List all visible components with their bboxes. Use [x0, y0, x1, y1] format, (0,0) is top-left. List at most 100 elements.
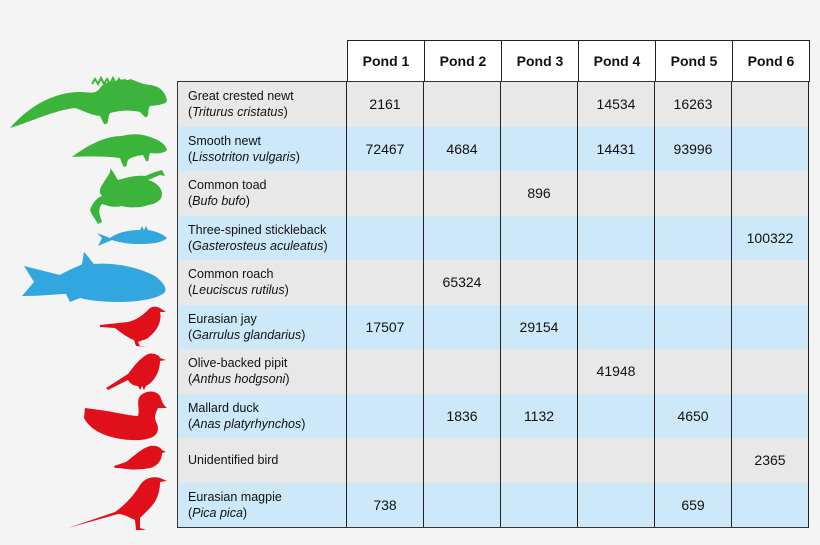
table-row: Smooth newt (Lissotriton vulgaris) 72467…: [178, 126, 809, 171]
value-cell: [578, 260, 655, 305]
common-name: Three-spined stickleback: [188, 222, 327, 237]
column-header-pond-1: Pond 1: [348, 41, 425, 82]
column-header-pond-5: Pond 5: [656, 41, 733, 82]
value-cell: [732, 260, 809, 305]
table-row: Common roach (Leuciscus rutilus) 65324: [178, 260, 809, 305]
value-cell: [501, 126, 578, 171]
table-row: Great crested newt (Triturus cristatus) …: [178, 82, 809, 127]
latin-name: (Leuciscus rutilus): [188, 283, 289, 298]
value-cell: [501, 482, 578, 527]
species-name-cell: Common toad (Bufo bufo): [178, 171, 347, 216]
common-name: Great crested newt: [188, 89, 294, 104]
value-cell: 16263: [655, 82, 732, 127]
value-cell: [424, 349, 501, 394]
bird-icon: [114, 445, 166, 470]
value-cell: [501, 215, 578, 260]
value-cell: [578, 393, 655, 438]
table-row: Olive-backed pipit (Anthus hodgsoni) 419…: [178, 349, 809, 394]
common-name: Common toad: [188, 178, 267, 193]
species-name-cell: Smooth newt (Lissotriton vulgaris): [178, 126, 347, 171]
table-row: Eurasian magpie (Pica pica) 738 659: [178, 482, 809, 527]
value-cell: [655, 260, 732, 305]
common-name: Eurasian jay: [188, 311, 257, 326]
common-name: Olive-backed pipit: [188, 356, 288, 371]
value-cell: [347, 349, 424, 394]
value-cell: [732, 126, 809, 171]
value-cell: [347, 215, 424, 260]
value-cell: [501, 349, 578, 394]
latin-name: (Bufo bufo): [188, 194, 250, 209]
value-cell: [347, 438, 424, 483]
table-row: Mallard duck (Anas platyrhynchos) 1836 1…: [178, 393, 809, 438]
species-name-cell: Great crested newt (Triturus cristatus): [178, 82, 347, 127]
table-row: Three-spined stickleback (Gasterosteus a…: [178, 215, 809, 260]
value-cell: [655, 304, 732, 349]
common-name: Common roach: [188, 267, 274, 282]
common-name: Unidentified bird: [188, 453, 279, 468]
duck-icon: [84, 391, 167, 441]
value-cell: 1132: [501, 393, 578, 438]
value-cell: 72467: [347, 126, 424, 171]
column-header-pond-3: Pond 3: [502, 41, 579, 82]
value-cell: 1836: [424, 393, 501, 438]
latin-name: (Anthus hodgsoni): [188, 372, 290, 387]
value-cell: [732, 82, 809, 127]
value-cell: 14431: [578, 126, 655, 171]
value-cell: [732, 304, 809, 349]
latin-name: (Anas platyrhynchos): [188, 416, 306, 431]
value-cell: 738: [347, 482, 424, 527]
species-name-cell: Eurasian jay (Garrulus glandarius): [178, 304, 347, 349]
value-cell: [578, 304, 655, 349]
species-silhouettes: [10, 75, 167, 530]
common-toad-icon: [90, 168, 165, 224]
value-cell: 41948: [578, 349, 655, 394]
value-cell: 4684: [424, 126, 501, 171]
value-cell: [347, 171, 424, 216]
value-cell: [424, 304, 501, 349]
value-cell: 2365: [732, 438, 809, 483]
value-cell: [732, 349, 809, 394]
value-cell: [347, 260, 424, 305]
species-name-cell: Unidentified bird: [178, 438, 347, 483]
value-cell: [578, 215, 655, 260]
magpie-icon: [68, 477, 167, 530]
table-row: Common toad (Bufo bufo) 896: [178, 171, 809, 216]
value-cell: [501, 260, 578, 305]
value-cell: [424, 171, 501, 216]
column-header-pond-6: Pond 6: [733, 41, 810, 82]
pipit-bird-icon: [106, 353, 166, 390]
value-cell: [424, 82, 501, 127]
roach-fish-icon: [22, 252, 166, 302]
value-cell: 65324: [424, 260, 501, 305]
common-name: Eurasian magpie: [188, 489, 282, 504]
latin-name: (Garrulus glandarius): [188, 327, 306, 342]
table-row: Unidentified bird 2365: [178, 438, 809, 483]
great-crested-newt-icon: [10, 75, 167, 128]
species-name-cell: Mallard duck (Anas platyrhynchos): [178, 393, 347, 438]
jay-bird-icon: [100, 306, 166, 347]
column-header-pond-2: Pond 2: [425, 41, 502, 82]
value-cell: [655, 215, 732, 260]
table-row: Eurasian jay (Garrulus glandarius) 17507…: [178, 304, 809, 349]
species-name-cell: Common roach (Leuciscus rutilus): [178, 260, 347, 305]
stickleback-icon: [97, 226, 167, 246]
value-cell: [424, 215, 501, 260]
value-cell: [732, 393, 809, 438]
value-cell: 4650: [655, 393, 732, 438]
pond-header-row: Pond 1 Pond 2 Pond 3 Pond 4 Pond 5 Pond …: [347, 40, 810, 82]
common-name: Mallard duck: [188, 400, 259, 415]
value-cell: [655, 438, 732, 483]
species-name-cell: Three-spined stickleback (Gasterosteus a…: [178, 215, 347, 260]
value-cell: 100322: [732, 215, 809, 260]
value-cell: [578, 438, 655, 483]
value-cell: 29154: [501, 304, 578, 349]
latin-name: (Gasterosteus aculeatus): [188, 238, 328, 253]
latin-name: (Pica pica): [188, 505, 248, 520]
species-name-cell: Olive-backed pipit (Anthus hodgsoni): [178, 349, 347, 394]
value-cell: [655, 349, 732, 394]
value-cell: 93996: [655, 126, 732, 171]
latin-name: (Lissotriton vulgaris): [188, 149, 300, 164]
smooth-newt-icon: [72, 134, 167, 167]
species-pond-table: Great crested newt (Triturus cristatus) …: [177, 81, 809, 528]
value-cell: [424, 438, 501, 483]
